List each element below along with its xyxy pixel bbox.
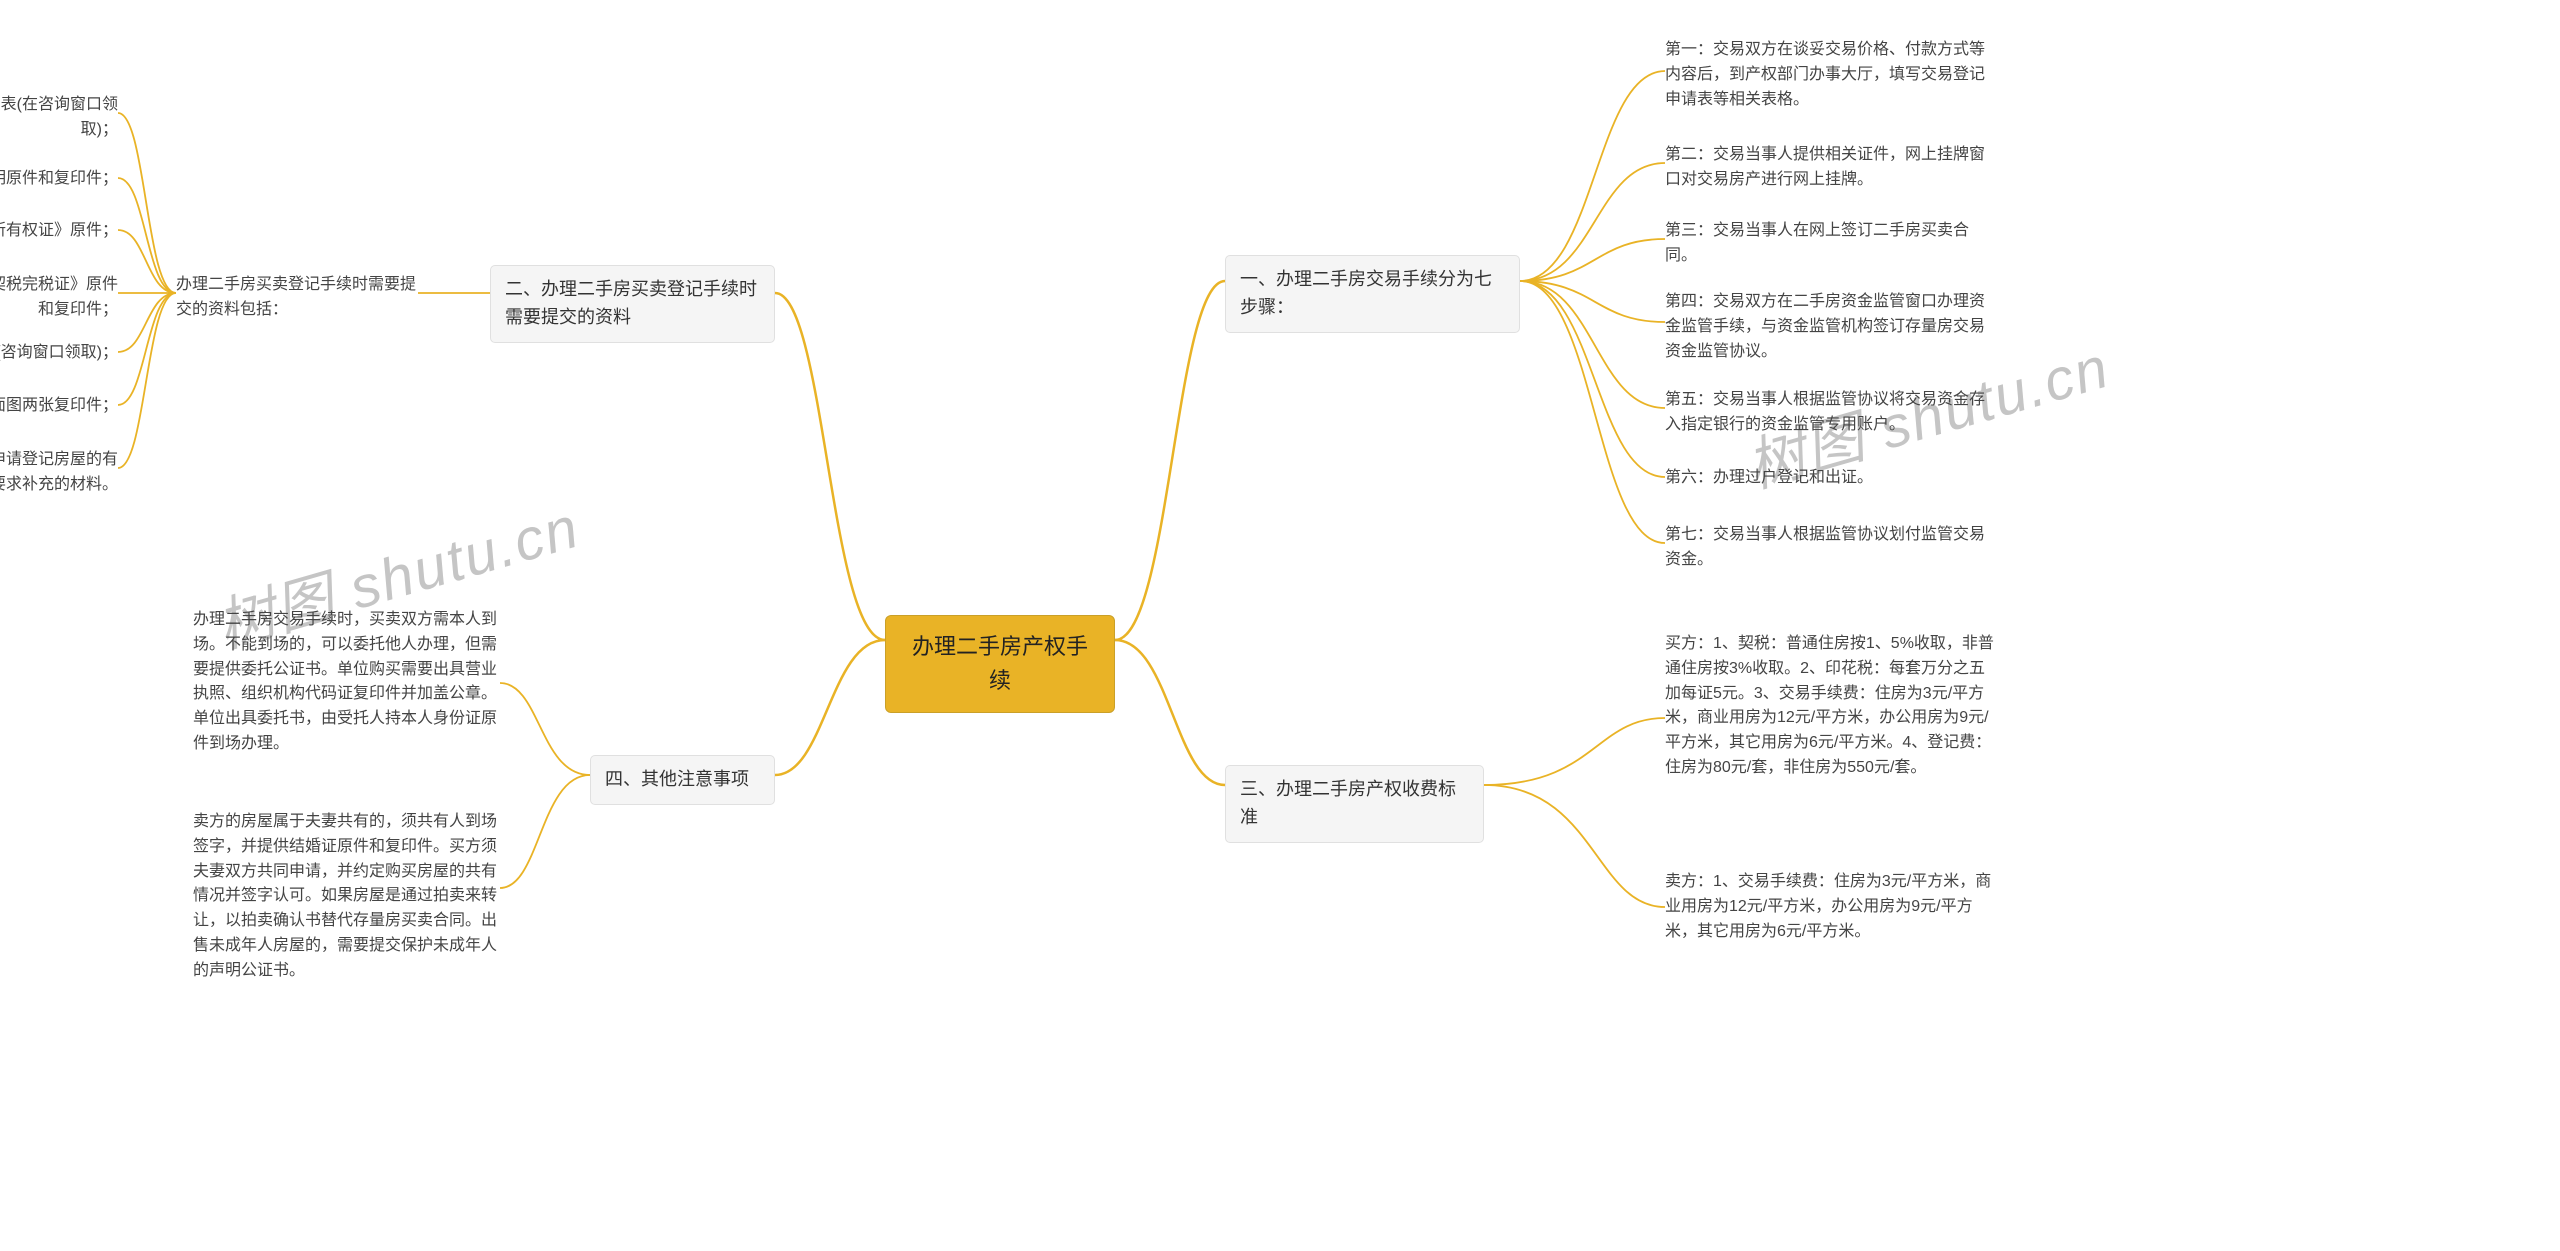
root-node: 办理二手房产权手续 xyxy=(885,615,1115,713)
branch-steps: 一、办理二手房交易手续分为七步骤： xyxy=(1225,255,1520,333)
branch-fees: 三、办理二手房产权收费标准 xyxy=(1225,765,1484,843)
note-1: 办理二手房交易手续时，买卖双方需本人到场。不能到场的，可以委托他人办理，但需要提… xyxy=(193,608,500,757)
note-2: 卖方的房屋属于夫妻共有的，须共有人到场签字，并提供结婚证原件和复印件。买方须夫妻… xyxy=(193,810,500,984)
material-3: 3、《房屋所有权证》原件； xyxy=(0,219,118,244)
material-7: 7、其他必要材料，即对申请登记房屋的有关情况需进一步证明，要求补充的材料。 xyxy=(0,448,118,498)
material-2: 2、申请人身份证明原件和复印件； xyxy=(0,167,118,192)
step-3: 第三：交易当事人在网上签订二手房买卖合同。 xyxy=(1665,219,1995,269)
branch-notes: 四、其他注意事项 xyxy=(590,755,775,805)
fees-seller: 卖方：1、交易手续费：住房为3元/平方米，商业用房为12元/平方米，办公用房为9… xyxy=(1665,870,2000,944)
mindmap-canvas: 树图 shutu.cn 树图 shutu.cn 办理二手房产权 xyxy=(0,0,2560,1251)
step-6: 第六：办理过户登记和出证。 xyxy=(1665,466,1995,491)
material-5: 5、存量房买卖合同(咨询窗口领取)； xyxy=(0,341,118,366)
step-4: 第四：交易双方在二手房资金监管窗口办理资金监管手续，与资金监管机构签订存量房交易… xyxy=(1665,290,1995,364)
material-4: 4、《国有土地使用证》、《契税完税证》原件和复印件； xyxy=(0,273,118,323)
material-1: 1、房屋所有权登记申请表(在咨询窗口领取)； xyxy=(0,93,118,143)
material-6: 6、房屋分层分户平面图两张复印件； xyxy=(0,394,118,419)
branch-materials: 二、办理二手房买卖登记手续时需要提交的资料 xyxy=(490,265,775,343)
step-7: 第七：交易当事人根据监管协议划付监管交易资金。 xyxy=(1665,523,1995,573)
fees-buyer: 买方：1、契税：普通住房按1、5%收取，非普通住房按3%收取。2、印花税：每套万… xyxy=(1665,632,2000,781)
step-1: 第一：交易双方在谈妥交易价格、付款方式等内容后，到产权部门办事大厅，填写交易登记… xyxy=(1665,38,1995,112)
step-5: 第五：交易当事人根据监管协议将交易资金存入指定银行的资金监管专用账户。 xyxy=(1665,388,1995,438)
step-2: 第二：交易当事人提供相关证件，网上挂牌窗口对交易房产进行网上挂牌。 xyxy=(1665,143,1995,193)
materials-intro: 办理二手房买卖登记手续时需要提交的资料包括： xyxy=(176,273,418,323)
